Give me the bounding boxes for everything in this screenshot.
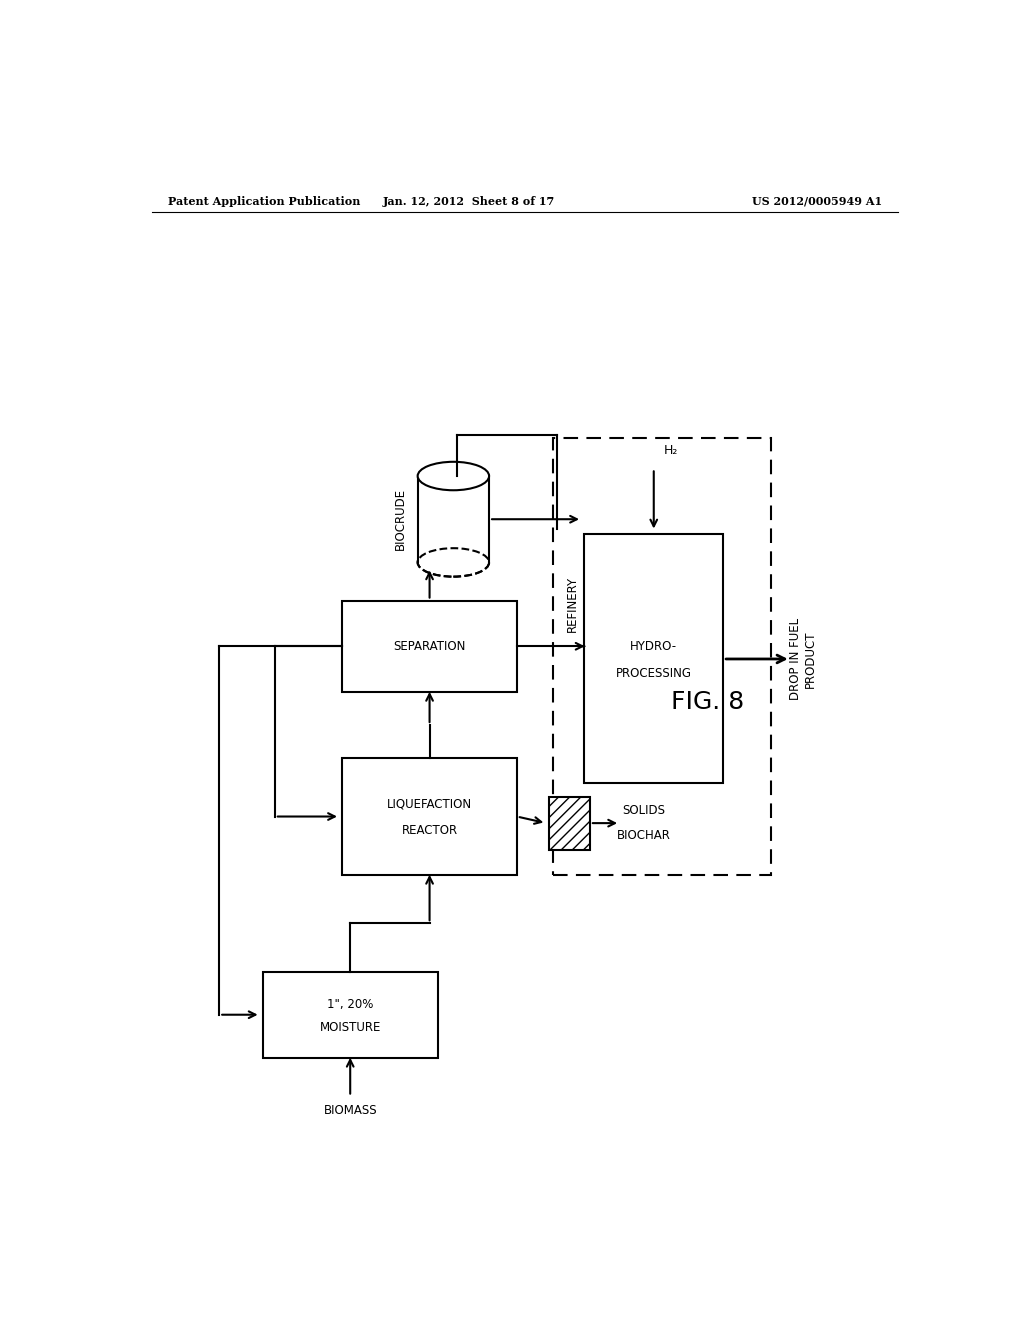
Bar [549, 797, 590, 850]
Bar [418, 477, 489, 562]
Bar [342, 758, 517, 875]
Text: Patent Application Publication: Patent Application Publication [168, 195, 360, 207]
Text: BIOCRUDE: BIOCRUDE [393, 488, 407, 550]
Text: 1", 20%: 1", 20% [327, 998, 374, 1011]
Ellipse shape [418, 548, 489, 577]
Text: MOISTURE: MOISTURE [319, 1022, 381, 1035]
Bar [418, 477, 489, 562]
Text: REFINERY: REFINERY [566, 576, 579, 632]
Text: PROCESSING: PROCESSING [615, 667, 692, 680]
Text: BIOCHAR: BIOCHAR [616, 829, 671, 842]
Bar [342, 601, 517, 692]
Text: US 2012/0005949 A1: US 2012/0005949 A1 [752, 195, 882, 207]
Text: SEPARATION: SEPARATION [393, 640, 466, 653]
Text: H₂: H₂ [664, 444, 679, 457]
Text: HYDRO-: HYDRO- [630, 640, 677, 653]
Text: FIG. 8: FIG. 8 [671, 690, 744, 714]
Bar [263, 972, 437, 1057]
Text: LIQUEFACTION: LIQUEFACTION [387, 797, 472, 810]
Bar [553, 438, 771, 875]
Bar [585, 535, 723, 784]
Text: BIOMASS: BIOMASS [324, 1105, 377, 1117]
Text: DROP IN FUEL
PRODUCT: DROP IN FUEL PRODUCT [788, 618, 816, 700]
Text: REACTOR: REACTOR [401, 824, 458, 837]
Text: SOLIDS: SOLIDS [623, 804, 666, 817]
Ellipse shape [418, 462, 489, 490]
Text: Jan. 12, 2012  Sheet 8 of 17: Jan. 12, 2012 Sheet 8 of 17 [383, 195, 555, 207]
